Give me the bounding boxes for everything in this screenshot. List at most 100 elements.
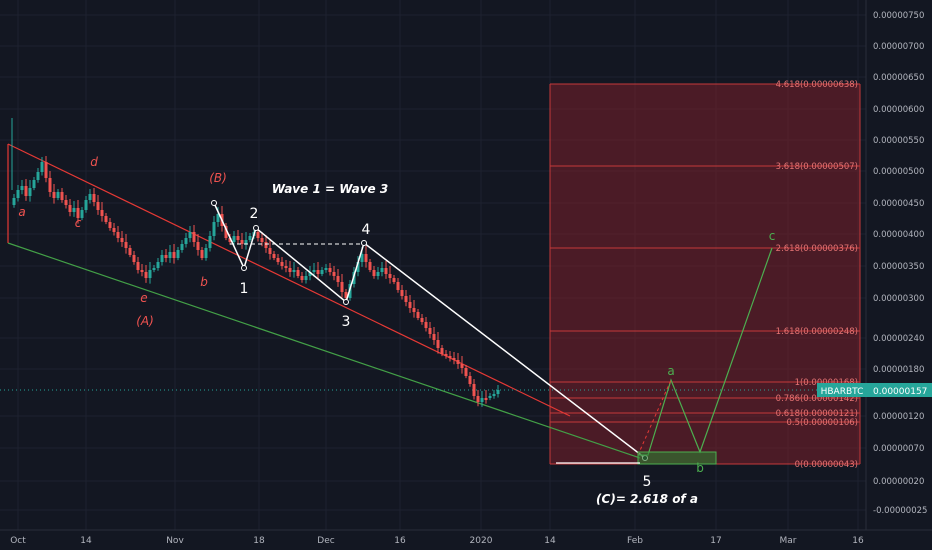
- candle-body: [432, 334, 436, 340]
- candle-body: [296, 270, 300, 276]
- candle-body: [260, 238, 264, 242]
- candle-body: [56, 192, 60, 198]
- candle-body: [468, 376, 472, 384]
- annotation-label: e: [140, 291, 147, 305]
- y-tick-label: 0.00000450: [873, 199, 924, 209]
- annotation-label: Wave 1 = Wave 3: [272, 182, 388, 196]
- candle-body: [144, 272, 148, 278]
- candle-body: [232, 236, 236, 242]
- x-tick-label: Mar: [780, 536, 797, 546]
- candle-body: [400, 290, 404, 296]
- candle-body: [104, 216, 108, 222]
- fib-label: 1.618(0.00000248): [776, 327, 858, 337]
- candle-body: [332, 272, 336, 276]
- candle-body: [76, 208, 80, 218]
- y-tick-label: 0.00000700: [873, 42, 924, 52]
- candle-body: [32, 180, 36, 188]
- candle-body: [148, 270, 152, 278]
- candle-body: [384, 268, 388, 274]
- candle-body: [96, 202, 100, 210]
- candle-body: [64, 200, 68, 205]
- candle-body: [368, 262, 372, 270]
- candle-body: [292, 270, 296, 272]
- candle-body: [208, 236, 212, 248]
- candle-body: [496, 390, 500, 394]
- y-tick-label: 0.00000120: [873, 412, 924, 422]
- candle-body: [408, 302, 412, 308]
- candle-body: [288, 268, 292, 272]
- annotation-label: 4: [362, 222, 371, 238]
- fib-label: 2.618(0.00000376): [776, 244, 858, 254]
- candle-body: [284, 266, 288, 268]
- y-tick-label: 0.00000240: [873, 334, 924, 344]
- candle-body: [84, 200, 88, 210]
- candle-body: [244, 240, 248, 244]
- candle-body: [444, 354, 448, 356]
- candle-body: [216, 214, 220, 222]
- candle-body: [52, 192, 56, 198]
- symbol-label: HBARBTC: [821, 387, 864, 397]
- y-tick-label: 0.00000070: [873, 444, 924, 454]
- wave-point: [241, 265, 247, 271]
- y-tick-label: 0.00000750: [873, 11, 924, 21]
- candle-body: [264, 242, 268, 248]
- fib-label: 0.618(0.00000121): [776, 409, 858, 419]
- candle-body: [48, 178, 52, 192]
- candle-body: [180, 244, 184, 250]
- candle-body: [200, 250, 204, 258]
- annotation-label: d: [90, 155, 98, 169]
- annotation-label: 5: [643, 474, 652, 490]
- x-tick-label: 16: [852, 536, 864, 546]
- candle-body: [380, 268, 384, 272]
- y-tick-label: 0.00000400: [873, 230, 924, 240]
- candle-body: [344, 292, 348, 298]
- candle-body: [412, 308, 416, 312]
- candle-body: [92, 194, 96, 202]
- annotation-label: b: [200, 275, 208, 289]
- candle-body: [128, 248, 132, 255]
- x-tick-label: 18: [253, 536, 265, 546]
- wave-point: [343, 299, 349, 305]
- candle-body: [60, 192, 64, 200]
- y-tick-label: 0.00000350: [873, 262, 924, 272]
- annotation-label: c: [75, 216, 82, 230]
- y-tick-label: 0.00000180: [873, 365, 924, 375]
- channel-upper-line: [7, 143, 571, 417]
- candle-body: [268, 248, 272, 254]
- candle-body: [184, 238, 188, 244]
- projection-dashed-line: [637, 379, 672, 456]
- candle-body: [464, 368, 468, 376]
- fib-label: 0.5(0.00000106): [786, 418, 858, 428]
- candle-body: [436, 340, 440, 348]
- y-tick-label: 0.00000500: [873, 167, 924, 177]
- annotation-label: b: [696, 461, 704, 475]
- candle-body: [12, 198, 16, 205]
- candle-body: [372, 270, 376, 276]
- candle-body: [376, 272, 380, 276]
- candle-body: [476, 396, 480, 402]
- x-tick-label: Feb: [627, 536, 643, 546]
- annotation-label: (B): [209, 171, 227, 185]
- fib-label: 0(0.00000043): [795, 460, 858, 470]
- candle-body: [328, 268, 332, 272]
- candle-body: [424, 322, 428, 328]
- candle-body: [188, 232, 192, 238]
- candle-body: [156, 262, 160, 268]
- wave-path: [213, 202, 646, 459]
- channel-lower-line: [7, 242, 641, 459]
- candle-body: [236, 236, 240, 240]
- candle-body: [136, 262, 140, 270]
- candle-body: [488, 396, 492, 398]
- candle-body: [20, 186, 24, 190]
- x-tick-label: Oct: [10, 536, 26, 546]
- candle-body: [272, 254, 276, 258]
- candle-body: [36, 172, 40, 180]
- x-tick-label: 17: [710, 536, 721, 546]
- candle-body: [112, 228, 116, 232]
- candle-body: [192, 232, 196, 242]
- candle-body: [452, 358, 456, 360]
- candle-body: [160, 255, 164, 262]
- candle-body: [248, 236, 252, 240]
- candle-body: [312, 270, 316, 272]
